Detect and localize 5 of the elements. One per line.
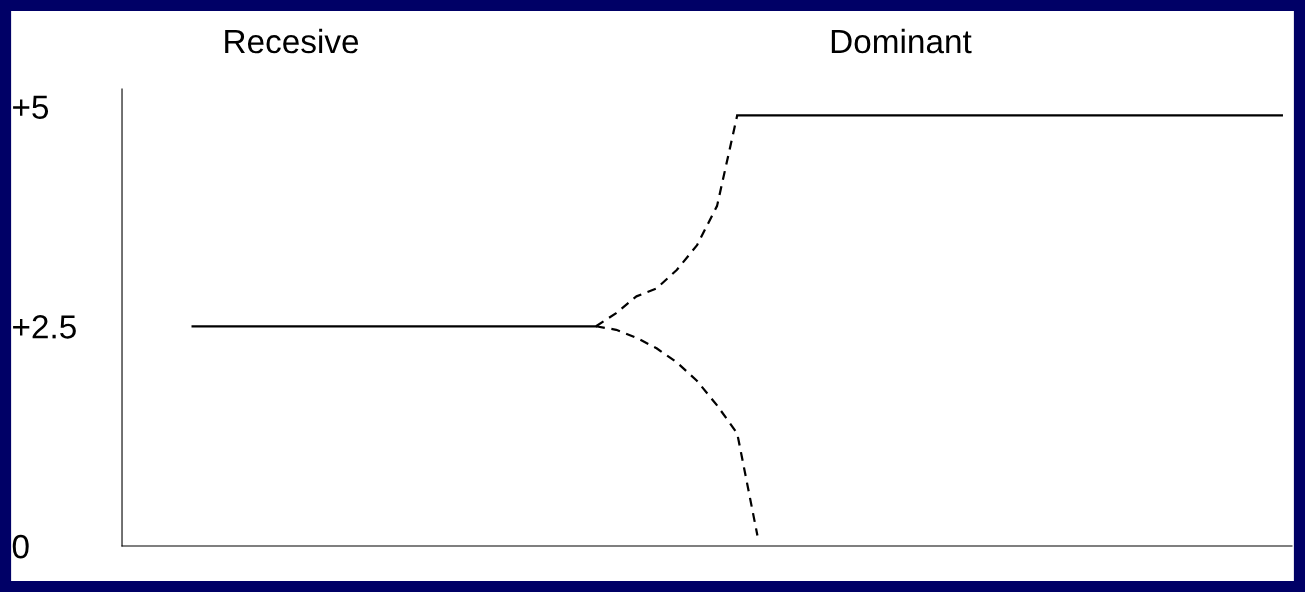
y-tick-label: +5	[13, 95, 49, 119]
text: Dominant	[831, 28, 972, 54]
y-tick-label: 0	[12, 534, 29, 559]
text: Recesive	[225, 28, 359, 54]
y-tick-label: +2.5	[13, 315, 76, 339]
